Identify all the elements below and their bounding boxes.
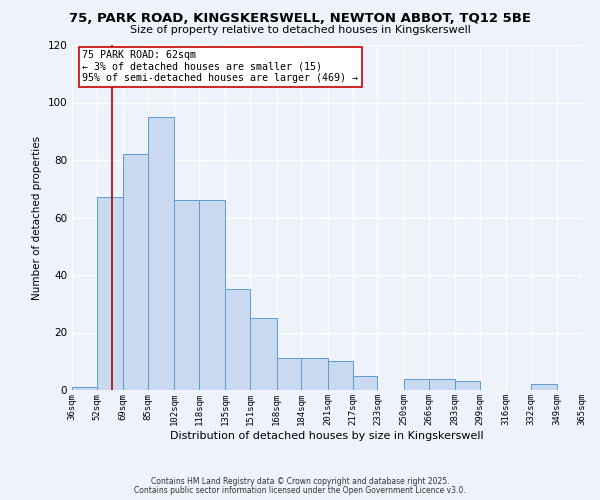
- Bar: [328, 361, 353, 390]
- Bar: [404, 378, 428, 390]
- Text: Size of property relative to detached houses in Kingskerswell: Size of property relative to detached ho…: [130, 25, 470, 35]
- Bar: [199, 200, 226, 390]
- Bar: [123, 154, 148, 390]
- Bar: [455, 382, 479, 390]
- Bar: [428, 378, 455, 390]
- X-axis label: Distribution of detached houses by size in Kingskerswell: Distribution of detached houses by size …: [170, 430, 484, 440]
- Text: 75 PARK ROAD: 62sqm
← 3% of detached houses are smaller (15)
95% of semi-detache: 75 PARK ROAD: 62sqm ← 3% of detached hou…: [82, 50, 358, 84]
- Bar: [72, 387, 97, 390]
- Bar: [148, 117, 175, 390]
- Bar: [175, 200, 199, 390]
- Bar: [531, 384, 557, 390]
- Bar: [353, 376, 377, 390]
- Bar: [301, 358, 328, 390]
- Y-axis label: Number of detached properties: Number of detached properties: [32, 136, 42, 300]
- Text: 75, PARK ROAD, KINGSKERSWELL, NEWTON ABBOT, TQ12 5BE: 75, PARK ROAD, KINGSKERSWELL, NEWTON ABB…: [69, 12, 531, 26]
- Text: Contains HM Land Registry data © Crown copyright and database right 2025.: Contains HM Land Registry data © Crown c…: [151, 477, 449, 486]
- Bar: [97, 198, 123, 390]
- Bar: [250, 318, 277, 390]
- Bar: [277, 358, 301, 390]
- Text: Contains public sector information licensed under the Open Government Licence v3: Contains public sector information licen…: [134, 486, 466, 495]
- Bar: [226, 290, 250, 390]
